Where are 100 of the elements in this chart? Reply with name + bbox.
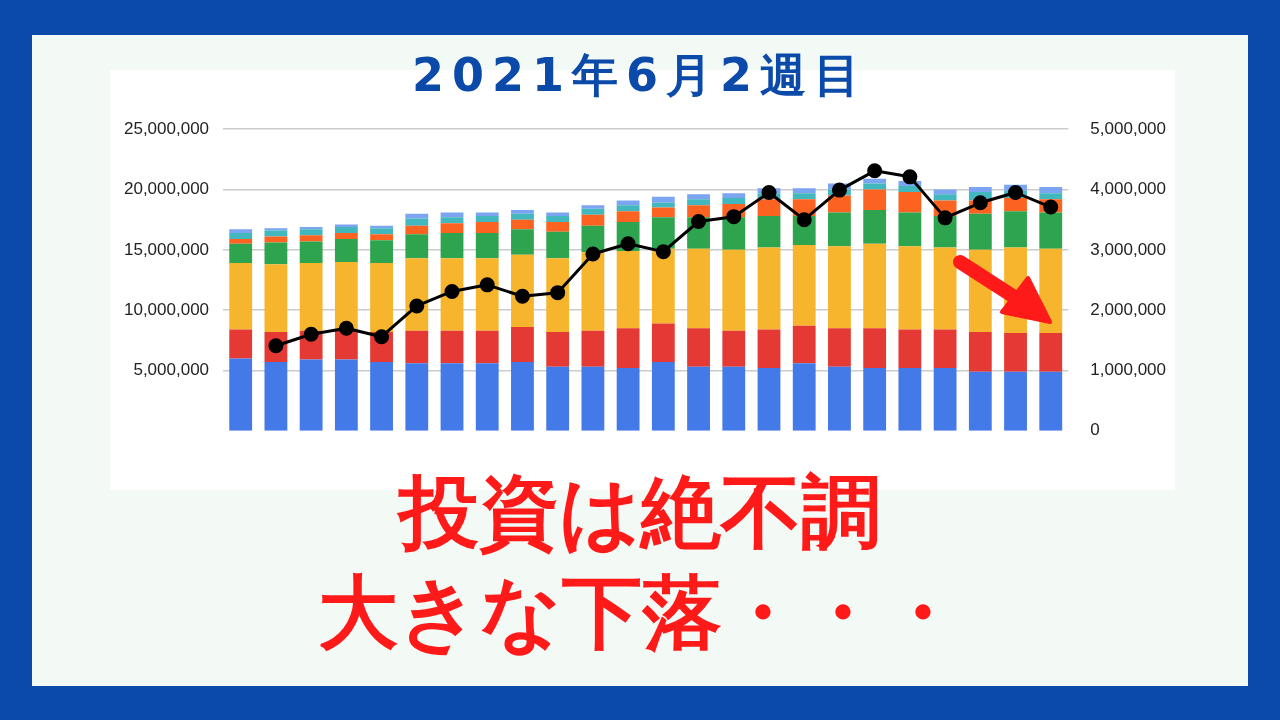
y-tick-label: 10,000,000 <box>123 299 210 319</box>
bar <box>475 222 499 233</box>
bar <box>405 234 429 259</box>
bar <box>299 263 323 331</box>
bar <box>334 226 358 233</box>
bar <box>616 200 640 206</box>
bar <box>616 328 640 369</box>
bar <box>898 368 922 431</box>
bar <box>687 199 710 206</box>
bar <box>334 359 358 431</box>
bar <box>933 194 957 201</box>
point <box>972 195 988 211</box>
bar <box>405 218 429 226</box>
bar <box>299 359 323 431</box>
bar <box>828 328 851 367</box>
bar <box>828 366 851 431</box>
bar <box>757 199 781 217</box>
bar <box>511 219 534 230</box>
bar <box>651 202 675 208</box>
bar <box>757 329 781 369</box>
bar <box>511 210 534 214</box>
bar <box>405 225 429 235</box>
point <box>1043 199 1059 215</box>
bar <box>264 230 288 237</box>
bar <box>440 212 464 218</box>
bar <box>475 216 499 223</box>
y2-tick-label: 5,000,000 <box>1090 118 1167 138</box>
y2-tick-label: 0 <box>1090 420 1100 440</box>
y-tick-label: 20,000,000 <box>123 179 210 199</box>
bar <box>863 189 887 211</box>
bar <box>264 362 288 431</box>
bar <box>722 366 746 431</box>
bar <box>1039 333 1063 372</box>
bar <box>299 235 323 242</box>
bar <box>898 212 922 247</box>
bar <box>792 245 816 326</box>
point <box>867 163 883 179</box>
bar <box>546 331 570 367</box>
bar <box>581 205 605 209</box>
bar <box>475 212 499 217</box>
bar <box>933 368 957 431</box>
bar <box>334 232 358 239</box>
bar <box>581 252 605 331</box>
bar <box>264 228 288 231</box>
point <box>338 320 354 336</box>
bar <box>370 263 393 332</box>
bar <box>581 214 605 226</box>
bar <box>651 196 675 203</box>
point <box>374 329 390 345</box>
bar <box>863 328 887 369</box>
point <box>550 285 566 301</box>
bar <box>511 362 534 431</box>
point <box>409 298 425 314</box>
bar <box>757 247 781 330</box>
bar <box>792 325 816 364</box>
bar <box>405 330 429 364</box>
point <box>1008 185 1024 201</box>
bar <box>828 246 851 329</box>
point <box>831 182 847 198</box>
bar <box>229 263 253 330</box>
bar <box>229 229 253 233</box>
y-tick-label: 15,000,000 <box>123 239 210 259</box>
bar <box>898 329 922 369</box>
point <box>479 277 495 293</box>
bar <box>863 183 887 190</box>
bar <box>898 246 922 330</box>
bar <box>475 330 499 364</box>
bar <box>581 330 605 367</box>
bar <box>651 362 675 431</box>
bar <box>651 323 675 363</box>
bar <box>405 363 429 431</box>
bar <box>229 232 253 239</box>
bar <box>1039 371 1063 431</box>
bar <box>370 228 393 235</box>
bar <box>334 261 358 331</box>
point <box>514 288 530 304</box>
bar <box>687 248 710 329</box>
point <box>726 209 742 225</box>
y2-tick-label: 2,000,000 <box>1090 299 1167 319</box>
bar <box>299 241 323 264</box>
bar <box>370 240 393 264</box>
bar <box>1039 193 1063 200</box>
bar <box>440 330 464 364</box>
bar <box>511 327 534 363</box>
y-tick-label: 25,000,000 <box>123 118 210 138</box>
bar <box>616 368 640 431</box>
bar <box>440 232 464 259</box>
bar <box>440 363 464 431</box>
bar <box>299 229 323 236</box>
bar <box>370 362 393 431</box>
bar <box>1039 187 1063 194</box>
bar <box>968 331 992 372</box>
bar <box>264 236 288 243</box>
bar <box>828 212 851 247</box>
bar <box>757 216 781 248</box>
point <box>691 213 707 229</box>
bar <box>475 232 499 259</box>
bar <box>687 194 710 200</box>
chart-title: 2021年6月2週目 <box>410 47 869 104</box>
bar <box>546 212 570 217</box>
